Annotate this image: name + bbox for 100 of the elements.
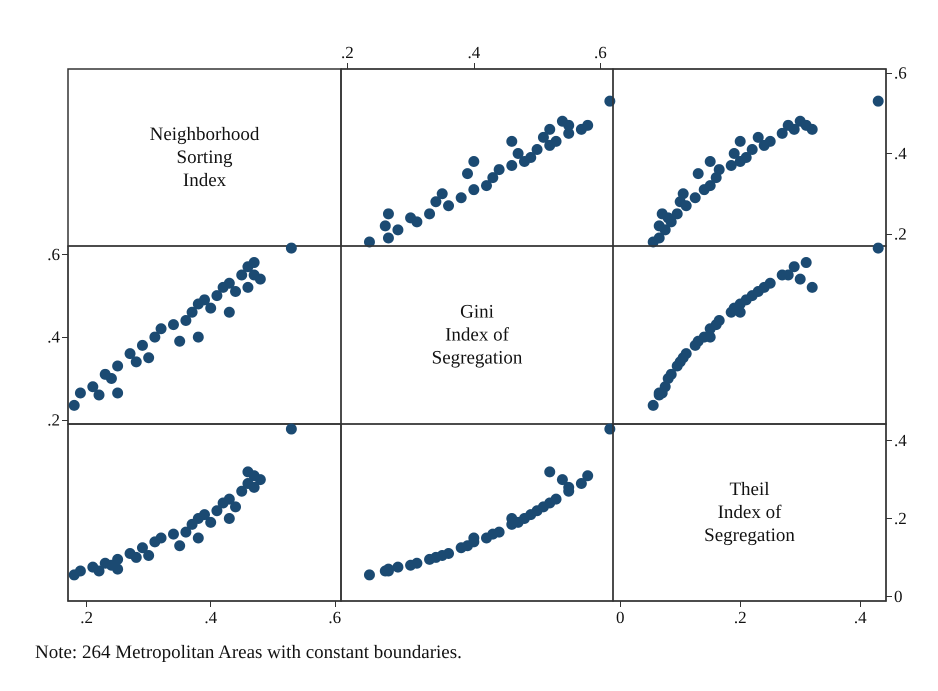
point — [405, 560, 416, 571]
point — [672, 208, 683, 220]
point — [544, 466, 556, 478]
point — [180, 315, 192, 326]
point — [130, 552, 142, 563]
point — [550, 136, 562, 147]
point — [648, 400, 659, 411]
point — [436, 550, 448, 561]
point — [456, 192, 467, 204]
point — [506, 160, 518, 172]
x-tick-label: .6 — [328, 608, 342, 627]
point — [752, 132, 764, 143]
point — [512, 148, 524, 159]
point — [380, 220, 391, 232]
point — [872, 96, 884, 107]
point — [168, 319, 179, 330]
point — [728, 148, 740, 159]
y-tick-label: 0 — [894, 586, 902, 606]
point — [468, 184, 480, 196]
y-tick-label: .6 — [894, 64, 907, 83]
point — [94, 390, 105, 401]
point — [462, 168, 474, 180]
point — [224, 513, 235, 524]
point — [556, 116, 568, 127]
point — [186, 306, 198, 318]
point — [782, 120, 794, 131]
point — [462, 540, 474, 552]
y-tick-label: .4 — [894, 144, 908, 163]
text: Gini Index of Segregation — [432, 302, 523, 368]
point — [872, 242, 884, 254]
point — [124, 348, 136, 360]
point — [690, 192, 701, 204]
point — [405, 212, 416, 224]
y-tick-label: .2 — [894, 509, 907, 528]
point — [248, 257, 260, 268]
point — [582, 470, 594, 482]
x-tick-label: .2 — [80, 608, 93, 627]
point — [443, 200, 454, 212]
x-tick-label: 0 — [616, 608, 624, 627]
point — [436, 188, 448, 200]
point — [654, 232, 665, 244]
text: Neighborhood Sorting Index — [150, 124, 260, 191]
point — [136, 542, 148, 554]
point — [714, 164, 725, 176]
point — [800, 257, 812, 268]
point — [382, 232, 394, 244]
point — [494, 164, 505, 176]
point — [494, 526, 505, 538]
point — [174, 540, 186, 552]
x-tick-label: .4 — [854, 608, 868, 627]
point — [746, 144, 758, 155]
point — [752, 286, 764, 298]
point — [136, 340, 148, 351]
point — [692, 168, 704, 180]
point — [74, 566, 86, 577]
point — [662, 372, 674, 384]
point — [286, 424, 297, 435]
point — [576, 478, 587, 490]
point — [382, 208, 394, 220]
point — [550, 494, 562, 505]
point — [487, 172, 498, 184]
point — [199, 509, 210, 520]
point — [764, 136, 776, 147]
x-tick-label: .4 — [467, 43, 481, 62]
point — [156, 532, 167, 544]
point — [734, 136, 746, 147]
point — [506, 136, 518, 147]
point — [692, 336, 704, 347]
point — [538, 501, 549, 512]
point — [704, 180, 716, 192]
point — [392, 224, 404, 236]
point — [143, 352, 154, 364]
point — [192, 532, 204, 544]
point — [764, 278, 776, 289]
point — [734, 306, 746, 318]
point — [168, 528, 179, 540]
point — [525, 152, 536, 163]
point — [726, 160, 737, 172]
point — [230, 501, 242, 512]
point — [364, 569, 375, 580]
point — [424, 208, 436, 220]
point — [714, 315, 725, 326]
point — [211, 290, 222, 302]
point — [180, 526, 192, 538]
point — [112, 554, 124, 565]
point — [468, 156, 480, 168]
y-tick-label: .2 — [894, 224, 907, 244]
y-tick-label: .2 — [47, 410, 60, 430]
point — [430, 196, 442, 208]
point — [788, 261, 800, 272]
point — [364, 236, 375, 248]
point — [236, 269, 248, 280]
x-tick-label: .2 — [734, 608, 747, 627]
point — [532, 144, 543, 155]
point — [205, 516, 216, 528]
point — [174, 336, 186, 347]
point — [74, 387, 86, 398]
y-tick-label: .6 — [47, 244, 60, 264]
point — [286, 242, 297, 254]
point — [806, 282, 818, 293]
